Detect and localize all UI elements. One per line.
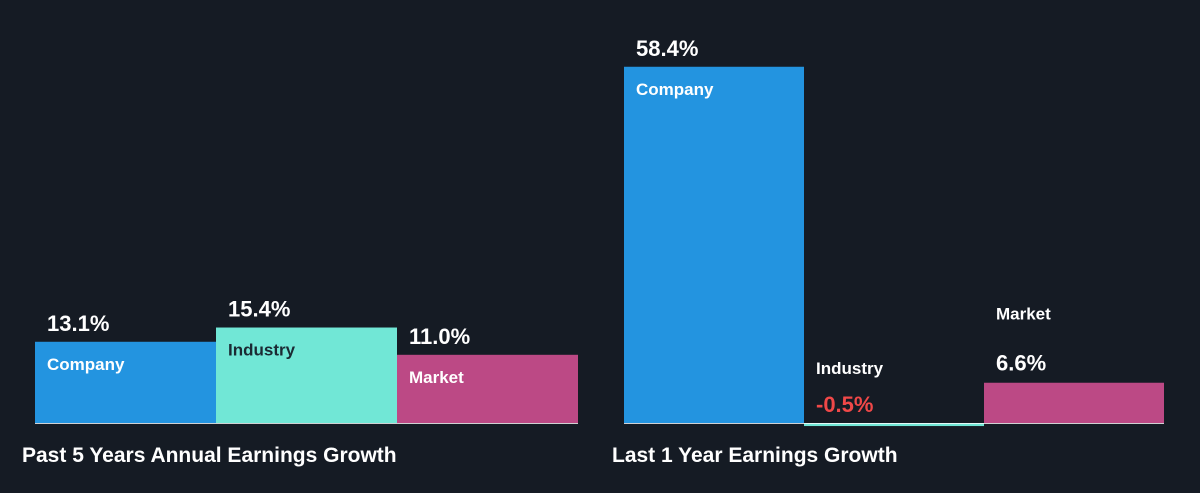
chart-title-past-5-years: Past 5 Years Annual Earnings Growth <box>22 444 397 467</box>
bar-past-5y-industry <box>216 327 397 423</box>
category-label-last-1y-industry: Industry <box>816 359 884 378</box>
bar-last-1y-market <box>984 382 1164 423</box>
chart-title-last-1-year: Last 1 Year Earnings Growth <box>612 444 898 467</box>
value-label-past-5y-industry: 15.4% <box>228 297 290 322</box>
category-label-past-5y-company: Company <box>47 355 125 374</box>
value-label-past-5y-company: 13.1% <box>47 311 109 336</box>
category-label-last-1y-company: Company <box>636 80 714 99</box>
category-label-past-5y-market: Market <box>409 368 464 387</box>
value-label-past-5y-market: 11.0% <box>409 324 470 349</box>
value-label-last-1y-market: 6.6% <box>996 351 1046 376</box>
bar-last-1y-industry <box>804 423 984 427</box>
category-label-last-1y-market: Market <box>996 305 1051 324</box>
bar-past-5y-company <box>35 341 216 423</box>
value-label-last-1y-company: 58.4% <box>636 36 698 61</box>
bar-past-5y-market <box>397 354 578 423</box>
value-label-last-1y-industry: -0.5% <box>816 392 873 417</box>
bar-last-1y-company <box>624 66 804 423</box>
category-label-past-5y-industry: Industry <box>228 341 296 360</box>
